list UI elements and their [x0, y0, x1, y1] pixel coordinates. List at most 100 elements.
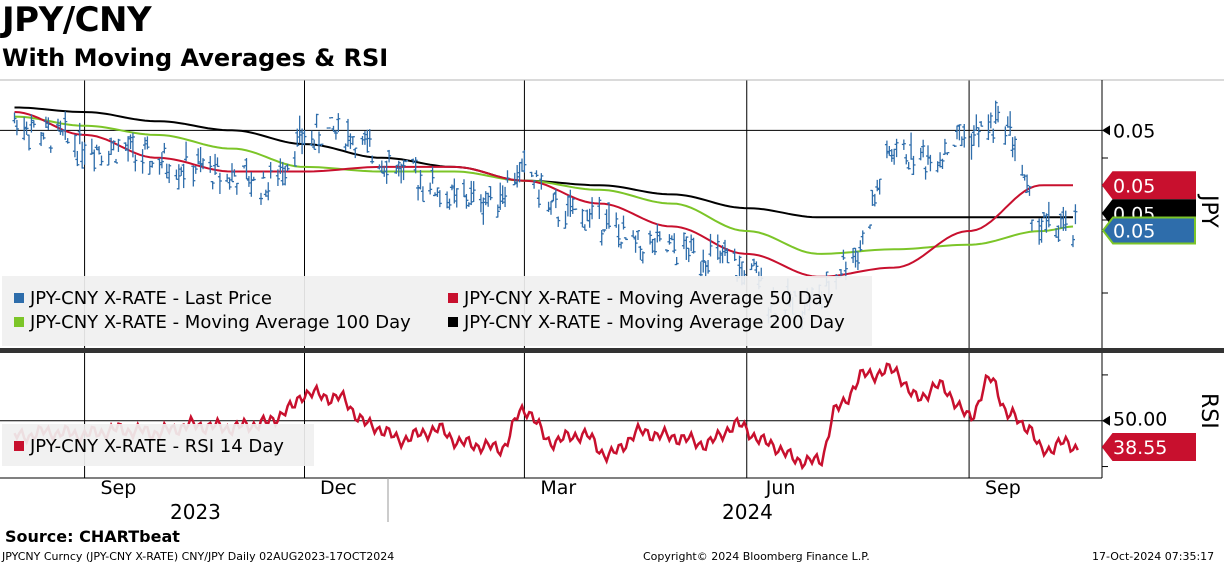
- price-bar: [698, 261, 703, 277]
- price-bar: [143, 137, 147, 150]
- price-bar: [140, 149, 145, 174]
- price-bar: [92, 149, 97, 172]
- legend-swatch: [448, 293, 458, 303]
- price-bar: [133, 154, 138, 172]
- price-bar: [297, 115, 302, 144]
- x-tick-label: Mar: [540, 477, 576, 499]
- price-bar: [97, 146, 102, 155]
- price-legend: JPY-CNY X-RATE - Last Price JPY-CNY X-RA…: [2, 276, 872, 346]
- price-bar: [12, 112, 17, 124]
- price-bar: [565, 195, 570, 217]
- price-bar: [72, 134, 77, 158]
- price-bar: [959, 136, 964, 147]
- price-bar: [691, 237, 696, 254]
- price-bar: [570, 197, 575, 214]
- price-bar: [362, 131, 367, 145]
- price-bar: [295, 128, 300, 147]
- price-bar: [909, 132, 914, 160]
- price-bar: [568, 189, 573, 217]
- price-bar: [701, 249, 706, 273]
- price-axis-marker: [1102, 125, 1110, 136]
- price-bar: [1073, 204, 1078, 225]
- legend-item-ma100: JPY-CNY X-RATE - Moving Average 100 Day: [14, 312, 411, 333]
- price-axis-title: JPY: [1196, 193, 1221, 228]
- y-tick-label: 0.05: [1113, 120, 1155, 142]
- price-bar: [77, 122, 82, 145]
- price-bar: [667, 234, 672, 245]
- price-bar: [181, 163, 186, 189]
- price-bar: [495, 204, 500, 218]
- price-bar: [420, 186, 425, 203]
- chart-subtitle: With Moving Averages & RSI: [2, 44, 389, 72]
- price-bar: [534, 170, 539, 178]
- rsi-legend: JPY-CNY X-RATE - RSI 14 Day: [2, 424, 314, 466]
- price-bar: [150, 160, 155, 168]
- price-bar: [466, 202, 471, 207]
- price-bar: [208, 155, 213, 173]
- price-bar: [275, 169, 280, 187]
- price-bar: [996, 105, 1001, 123]
- price-bar: [41, 132, 46, 140]
- price-bar: [853, 247, 858, 268]
- price-bar: [1054, 228, 1059, 238]
- price-bar: [309, 130, 314, 147]
- price-bar: [29, 114, 34, 133]
- price-bar: [367, 129, 372, 147]
- legend-swatch: [14, 293, 24, 303]
- price-bar: [974, 114, 979, 131]
- price-bar: [715, 234, 720, 260]
- price-bar: [551, 193, 556, 202]
- price-bar: [63, 111, 68, 140]
- price-bar: [587, 208, 592, 228]
- price-bar: [314, 113, 319, 128]
- price-bar: [343, 143, 348, 151]
- price-bar: [1061, 206, 1066, 231]
- price-bar: [556, 216, 561, 227]
- price-bar: [988, 112, 993, 129]
- price-bar: [955, 125, 959, 140]
- price-bar: [43, 116, 48, 128]
- tag-rsi-shape: [1101, 432, 1196, 461]
- price-bar: [754, 261, 759, 274]
- price-bar: [176, 164, 181, 190]
- x-tick-label: Sep: [101, 477, 137, 499]
- price-bar: [703, 261, 708, 277]
- price-bar: [1046, 201, 1051, 228]
- price-bar: [1039, 218, 1044, 243]
- legend-item-rsi: JPY-CNY X-RATE - RSI 14 Day: [14, 436, 284, 457]
- price-bar: [454, 188, 459, 208]
- tag-last-price-text: 0.05: [1113, 220, 1155, 242]
- legend-label: JPY-CNY X-RATE - Moving Average 100 Day: [30, 312, 411, 333]
- price-bar: [46, 117, 51, 130]
- price-bar: [1013, 136, 1017, 162]
- price-bar: [720, 245, 725, 264]
- price-bar: [114, 158, 118, 164]
- price-bar: [428, 182, 433, 195]
- price-bar: [430, 166, 435, 184]
- price-bar: [749, 263, 754, 271]
- tag-last-price: 0.05: [1101, 216, 1196, 245]
- price-bar: [94, 144, 99, 151]
- price-bar: [851, 248, 856, 264]
- price-bar: [590, 197, 595, 220]
- price-bar: [333, 130, 338, 140]
- price-bar: [266, 182, 271, 201]
- price-bar: [732, 248, 737, 262]
- price-bar: [522, 150, 527, 173]
- legend-swatch: [448, 317, 458, 327]
- timestamp: 17-Oct-2024 07:35:17: [1092, 550, 1215, 563]
- price-bar: [1003, 126, 1008, 145]
- copyright-note: Copyright© 2024 Bloomberg Finance L.P.: [643, 550, 870, 563]
- price-bar: [938, 152, 943, 168]
- price-bar: [27, 134, 31, 151]
- price-bar: [752, 258, 756, 266]
- legend-label: JPY-CNY X-RATE - RSI 14 Day: [30, 436, 284, 457]
- price-bar: [945, 151, 950, 156]
- price-bar: [546, 201, 551, 212]
- price-bar: [892, 148, 897, 165]
- price-bar: [75, 150, 80, 167]
- legend-swatch: [14, 441, 24, 451]
- grid-lines: [0, 80, 1102, 478]
- price-bar: [174, 169, 179, 180]
